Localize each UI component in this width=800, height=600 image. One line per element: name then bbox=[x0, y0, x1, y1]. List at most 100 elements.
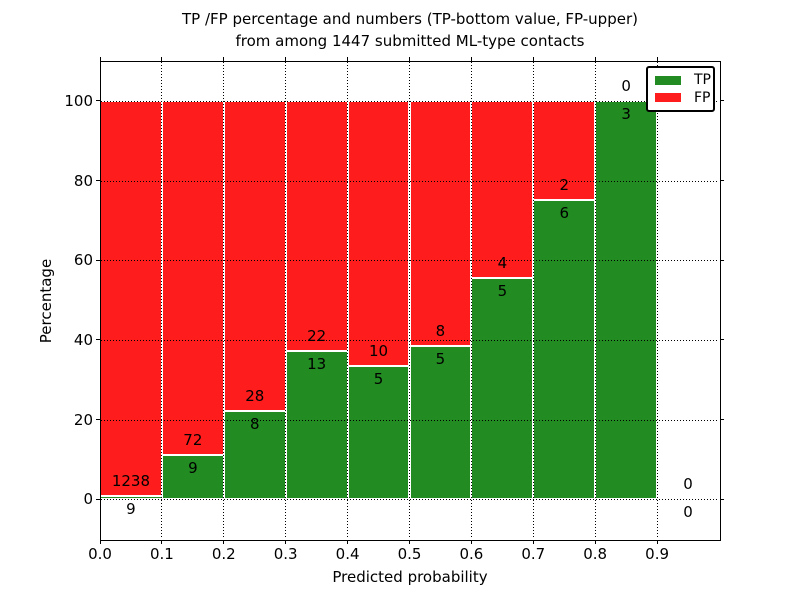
y-tick-mark-right bbox=[720, 498, 724, 500]
y-tick-mark bbox=[96, 339, 100, 341]
x-tick-label: 0.6 bbox=[459, 545, 484, 563]
x-tick-mark bbox=[285, 540, 287, 544]
y-tick-label: 0 bbox=[83, 490, 93, 509]
y-tick-mark-right bbox=[720, 339, 724, 341]
x-tick-label: 0.0 bbox=[88, 545, 112, 563]
x-tick-mark bbox=[594, 540, 596, 544]
x-tick-mark bbox=[532, 540, 534, 544]
legend-label-tp: TP bbox=[694, 72, 711, 89]
tp-color-swatch bbox=[655, 75, 681, 85]
fp-count-label: 10 bbox=[369, 342, 389, 361]
x-tick-label: 0.3 bbox=[273, 545, 298, 563]
y-tick-label: 40 bbox=[73, 330, 93, 349]
tp-count-label: 5 bbox=[435, 349, 446, 368]
legend-entry-fp: FP bbox=[655, 91, 711, 105]
bar-fp-segment bbox=[409, 100, 472, 346]
bar-tp-segment bbox=[471, 277, 534, 500]
x-tick-mark bbox=[347, 540, 349, 544]
fp-count-label: 4 bbox=[497, 253, 508, 272]
bar-fp-segment bbox=[533, 100, 596, 201]
gridline-vertical bbox=[285, 62, 287, 538]
x-tick-mark-top bbox=[409, 57, 410, 61]
gridline-vertical bbox=[532, 62, 534, 538]
bar-fp-segment bbox=[223, 100, 286, 411]
y-tick-mark-right bbox=[720, 180, 724, 181]
bar-tp-segment bbox=[409, 345, 472, 500]
y-tick-mark bbox=[96, 498, 100, 500]
tp-count-label: 9 bbox=[188, 458, 198, 477]
bar-fp-segment bbox=[285, 100, 348, 352]
gridline-vertical bbox=[161, 62, 163, 538]
y-tick-mark bbox=[96, 259, 100, 261]
y-tick-label: 20 bbox=[73, 410, 93, 429]
y-tick-label: 80 bbox=[73, 171, 93, 190]
x-tick-mark-top bbox=[99, 57, 101, 61]
fp-count-label: 8 bbox=[435, 321, 446, 340]
fp-count-label: 0 bbox=[621, 76, 631, 95]
x-tick-mark bbox=[409, 540, 410, 544]
gridline-vertical bbox=[656, 62, 658, 538]
x-tick-label: 0.9 bbox=[645, 545, 670, 563]
x-tick-mark bbox=[656, 540, 658, 544]
tp-count-label: 6 bbox=[559, 204, 570, 223]
gridline-vertical bbox=[594, 62, 596, 538]
y-tick-mark bbox=[96, 100, 100, 102]
bar-tp-segment bbox=[595, 100, 658, 500]
legend-label-fp: FP bbox=[694, 89, 711, 106]
fp-count-label: 2 bbox=[559, 176, 570, 195]
tp-count-label: 5 bbox=[373, 370, 384, 389]
x-tick-mark bbox=[223, 540, 225, 544]
x-tick-mark-top bbox=[161, 57, 163, 61]
y-tick-mark-right bbox=[720, 259, 724, 261]
tp-count-label: 13 bbox=[307, 355, 327, 374]
chart-title-line2: from among 1447 submitted ML-type contac… bbox=[235, 32, 585, 50]
gridline-vertical bbox=[223, 62, 225, 538]
y-tick-label: 100 bbox=[64, 91, 93, 110]
y-tick-mark-right bbox=[720, 100, 724, 102]
x-tick-mark-top bbox=[656, 57, 658, 61]
x-tick-label: 0.4 bbox=[335, 545, 360, 563]
x-tick-mark-top bbox=[594, 57, 596, 61]
legend-entry-tp: TP bbox=[655, 73, 711, 87]
gridline-vertical bbox=[409, 62, 410, 538]
tp-count-label: 5 bbox=[497, 281, 508, 300]
chart-title: TP /FP percentage and numbers (TP-bottom… bbox=[100, 8, 720, 52]
bar-fp-segment bbox=[161, 100, 224, 455]
fp-count-label: 22 bbox=[307, 327, 327, 346]
tp-count-label: 3 bbox=[621, 104, 631, 123]
x-tick-label: 0.5 bbox=[397, 545, 422, 563]
fp-count-label: 0 bbox=[683, 475, 693, 494]
x-tick-label: 0.2 bbox=[211, 545, 236, 563]
gridline-vertical bbox=[347, 62, 349, 538]
x-tick-mark-top bbox=[223, 57, 225, 61]
bar-fp-segment bbox=[347, 100, 410, 367]
x-tick-mark bbox=[470, 540, 472, 544]
x-tick-mark-top bbox=[347, 57, 349, 61]
x-tick-mark-top bbox=[532, 57, 534, 61]
fp-color-swatch bbox=[655, 93, 681, 103]
x-axis-label: Predicted probability bbox=[332, 568, 488, 586]
x-tick-mark bbox=[161, 540, 163, 544]
chart-title-line1: TP /FP percentage and numbers (TP-bottom… bbox=[182, 10, 638, 28]
x-tick-mark bbox=[99, 540, 101, 544]
x-tick-label: 0.1 bbox=[149, 545, 174, 563]
y-tick-label: 60 bbox=[73, 251, 93, 270]
bar-tp-segment bbox=[347, 366, 410, 500]
legend: TP FP bbox=[646, 66, 715, 112]
tp-count-label: 8 bbox=[249, 414, 260, 433]
y-tick-mark-right bbox=[720, 419, 724, 420]
x-tick-mark-top bbox=[285, 57, 287, 61]
x-tick-label: 0.7 bbox=[521, 545, 546, 563]
fp-count-label: 72 bbox=[183, 430, 203, 449]
y-tick-mark bbox=[96, 180, 100, 181]
bar-tp-segment bbox=[161, 454, 224, 500]
y-tick-mark bbox=[96, 419, 100, 420]
tp-count-label: 0 bbox=[683, 503, 693, 522]
x-tick-label: 0.8 bbox=[583, 545, 608, 563]
tp-count-label: 9 bbox=[126, 500, 136, 519]
gridline-vertical bbox=[470, 62, 472, 538]
bar-tp-segment bbox=[533, 200, 596, 500]
fp-count-label: 28 bbox=[245, 386, 265, 405]
fp-count-label: 1238 bbox=[111, 472, 151, 491]
